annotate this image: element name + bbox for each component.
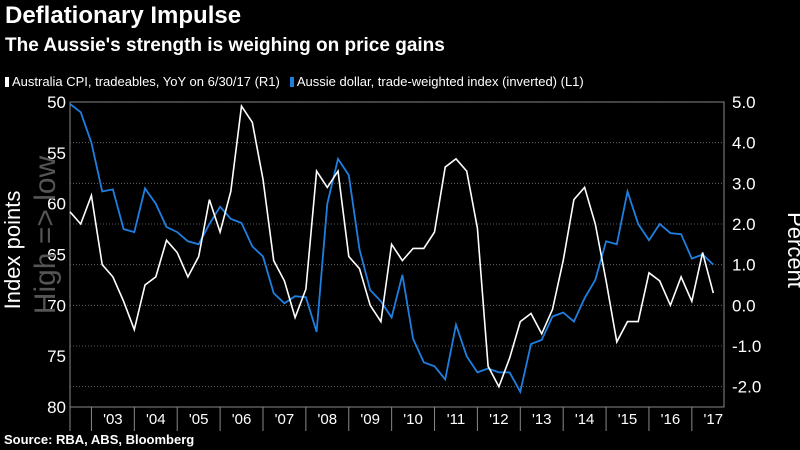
- right-tick-label-3: 2.0: [732, 215, 756, 234]
- chart-title: Deflationary Impulse: [5, 2, 242, 29]
- right-tick-label-2: 3.0: [732, 174, 756, 193]
- plot-frame: [69, 101, 725, 408]
- x-tick-label-9: '12: [489, 411, 509, 428]
- x-tick-label-11: '14: [575, 411, 595, 428]
- x-tick-label-1: '04: [146, 411, 166, 428]
- x-tick-label-13: '16: [661, 411, 681, 428]
- series-line-aud: [69, 103, 714, 395]
- x-tick-label-8: '11: [447, 411, 465, 428]
- left-tick-label-2: 60: [47, 195, 66, 214]
- series-line-cpi: [69, 103, 715, 389]
- source-note: Source: RBA, ABS, Bloomberg: [4, 432, 195, 447]
- right-axis-label: Percent: [783, 212, 800, 288]
- x-axis: '03 '04 '05 '06 '07 '08 '09 '10 '11 '12 '13 '14 '15 '…: [69, 407, 723, 431]
- x-tick-label-10: '13: [532, 411, 552, 428]
- right-tick-label-5: 0.0: [732, 296, 756, 315]
- x-tick-label-14: '17: [703, 411, 723, 428]
- left-tick-label-5: 75: [47, 347, 66, 366]
- left-axis: 50 55 60 65 70 75 80: [47, 93, 66, 417]
- x-tick-label-12: '15: [618, 411, 638, 428]
- legend-item-aud: Aussie dollar, trade-weighted index (inv…: [289, 74, 584, 89]
- chart-subtitle: The Aussie's strength is weighing on pri…: [5, 35, 445, 56]
- right-tick-label-7: -2.0: [732, 378, 761, 397]
- x-tick-label-3: '06: [232, 411, 252, 428]
- gridlines: [70, 101, 724, 388]
- legend-label-cpi: Australia CPI, tradeables, YoY on 6/30/1…: [12, 74, 280, 89]
- left-axis-label: Index points: [0, 191, 25, 310]
- watermark-high-low: High => low: [29, 155, 62, 314]
- x-tick-label-2: '05: [189, 411, 209, 428]
- right-tick-label-6: -1.0: [732, 337, 761, 356]
- x-tick-label-7: '10: [403, 411, 423, 428]
- x-tick-label-4: '07: [275, 411, 295, 428]
- legend-item-cpi: Australia CPI, tradeables, YoY on 6/30/1…: [5, 74, 280, 89]
- legend: Australia CPI, tradeables, YoY on 6/30/1…: [5, 74, 584, 89]
- left-tick-label-1: 55: [47, 144, 66, 163]
- right-axis: 5.0 4.0 3.0 2.0 1.0 0.0 -1.0 -2.0: [732, 93, 761, 397]
- left-tick-label-4: 70: [47, 296, 66, 315]
- right-tick-label-1: 4.0: [732, 134, 756, 153]
- x-tick-label-0: '03: [103, 411, 123, 428]
- left-tick-label-3: 65: [47, 246, 66, 265]
- x-tick-label-5: '08: [318, 411, 338, 428]
- legend-swatch-aud: [289, 76, 294, 87]
- left-tick-label-6: 80: [47, 398, 66, 417]
- x-tick-label-6: '09: [360, 411, 380, 428]
- right-tick-label-4: 1.0: [732, 256, 756, 275]
- legend-swatch-cpi: [5, 76, 9, 87]
- right-tick-label-0: 5.0: [732, 93, 756, 112]
- legend-label-aud: Aussie dollar, trade-weighted index (inv…: [296, 74, 584, 89]
- left-tick-label-0: 50: [47, 93, 66, 112]
